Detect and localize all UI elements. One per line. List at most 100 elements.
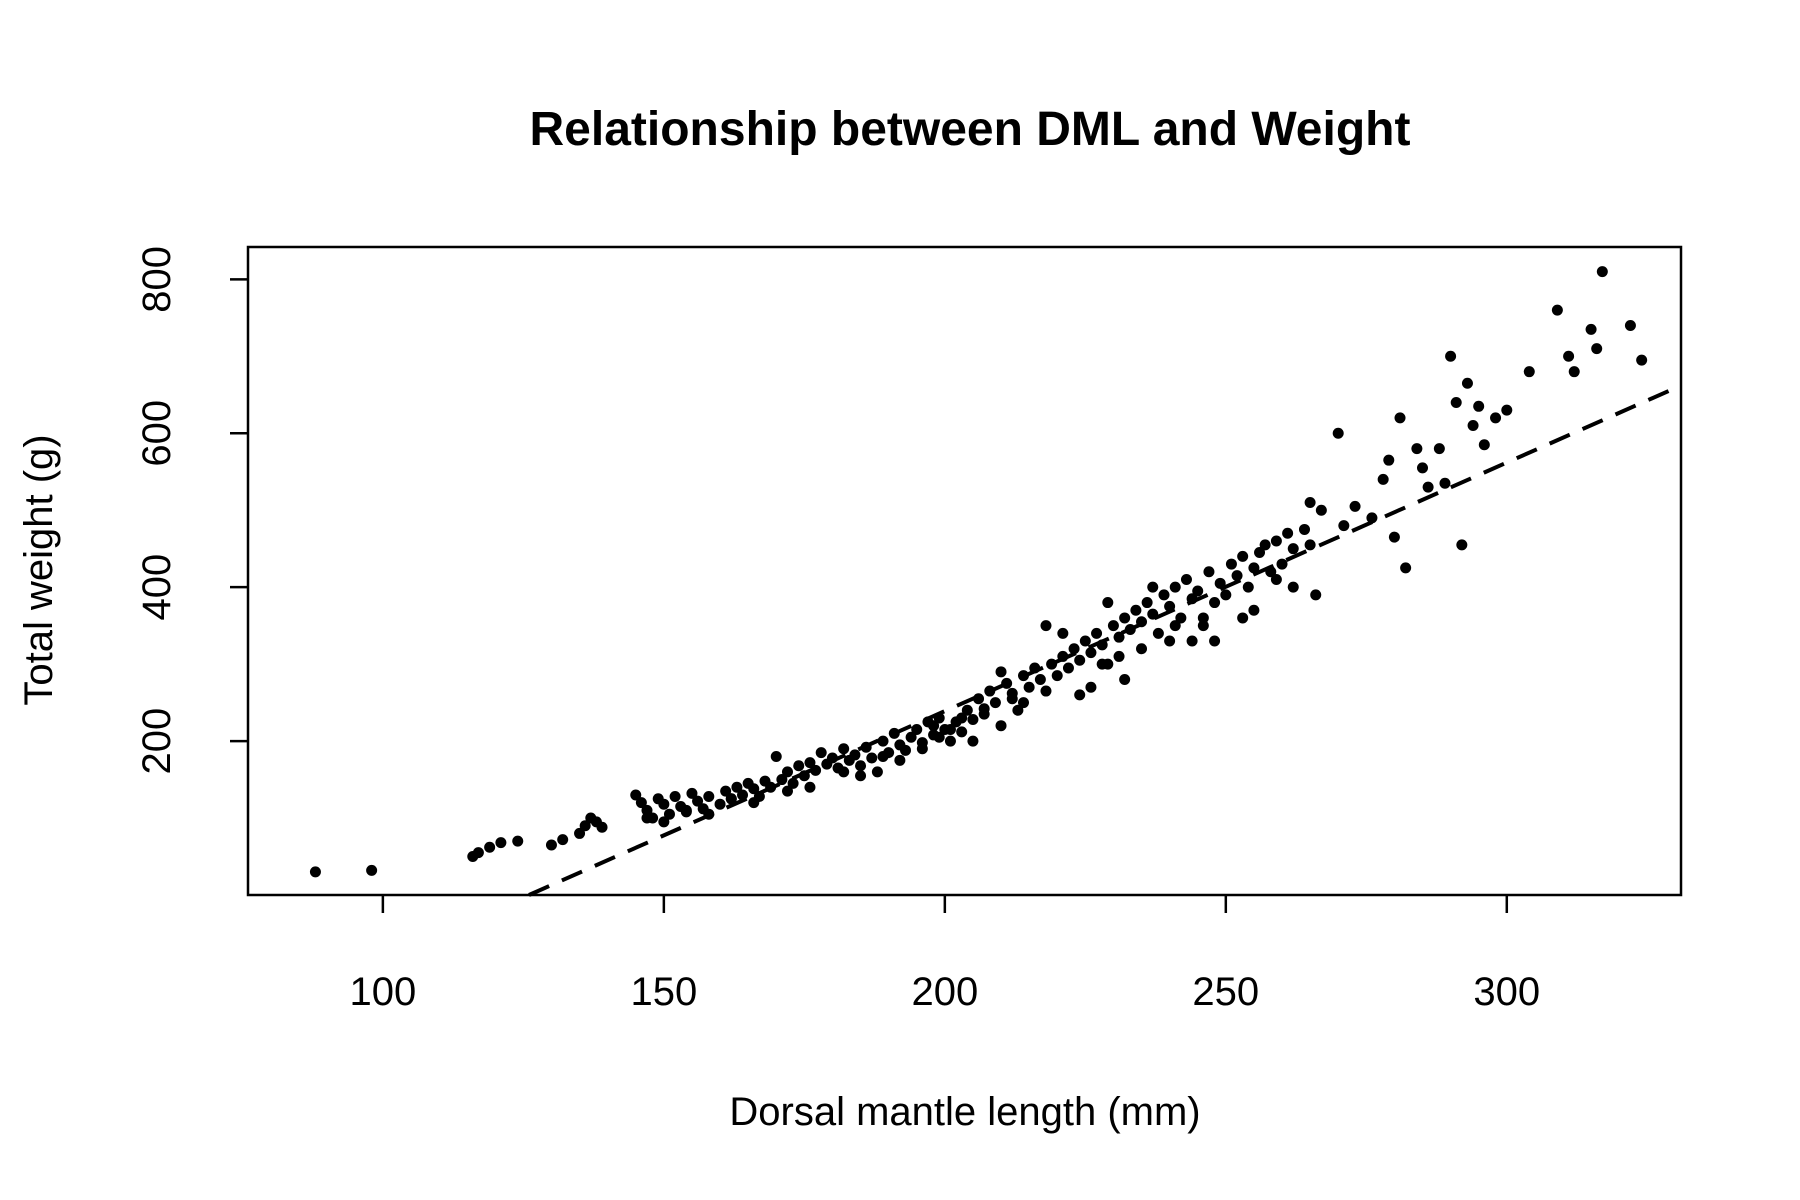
data-point [1265,566,1277,578]
data-point [1130,604,1142,616]
data-point [1349,500,1361,512]
data-point [1270,573,1282,585]
data-point [495,837,507,849]
data-point [1085,647,1097,659]
data-point [1203,566,1215,578]
y-tick-label: 400 [135,554,179,621]
data-point [545,839,557,851]
data-point [1136,643,1148,655]
data-point [1180,573,1192,585]
data-point [692,795,704,807]
data-point [1310,589,1322,601]
data-point [309,866,321,878]
data-point [1186,635,1198,647]
data-point [1338,520,1350,532]
data-point [1057,627,1069,639]
data-point [888,727,900,739]
data-point [1136,616,1148,628]
data-point [703,808,715,820]
data-point [1433,443,1445,455]
data-point [1237,550,1249,562]
data-point [1006,693,1018,705]
data-point [1416,462,1428,474]
x-tick-label: 300 [1473,970,1540,1014]
data-point [787,777,799,789]
data-point [748,783,760,795]
data-point [1394,412,1406,424]
y-axis: 200 400 600 800 [135,246,248,774]
data-point [1029,662,1041,674]
data-point [1124,623,1136,635]
x-axis: 100 150 200 250 300 [349,895,1540,1014]
data-point [1248,604,1260,616]
data-point [720,785,732,797]
data-point [1596,266,1608,278]
data-point [776,774,788,786]
data-point [1147,581,1159,593]
data-point [1096,658,1108,670]
data-point [944,735,956,747]
data-point [484,841,496,853]
data-point [1164,635,1176,647]
data-point [1001,677,1013,689]
data-point [1270,535,1282,547]
data-point [686,787,698,799]
data-point [815,747,827,759]
data-point [1332,427,1344,439]
data-point [1490,412,1502,424]
data-point [1478,439,1490,451]
data-point [1242,581,1254,593]
data-point [669,790,681,802]
data-point [894,754,906,766]
data-point [928,720,940,732]
data-point [1248,562,1260,574]
x-tick-label: 250 [1192,970,1259,1014]
data-point [1175,612,1187,624]
data-point [1107,620,1119,632]
data-point [1186,593,1198,605]
data-point [1231,570,1243,582]
data-point [1585,323,1597,335]
data-point [1551,304,1563,316]
data-point [798,770,810,782]
data-point [1445,350,1457,362]
data-point [1119,612,1131,624]
data-point [1091,627,1103,639]
y-axis-label: Total weight (g) [17,434,61,705]
data-point [1259,539,1271,551]
x-tick-label: 150 [630,970,697,1014]
data-point [984,685,996,697]
data-point [1074,654,1086,666]
data-point [1591,343,1603,355]
data-point [1164,600,1176,612]
data-point [781,785,793,797]
data-point [905,731,917,743]
data-point [1158,589,1170,601]
data-point [1439,477,1451,489]
data-point [1377,473,1389,485]
y-tick-label: 800 [135,246,179,313]
data-point [1113,650,1125,662]
data-point [557,834,569,846]
data-point [1298,523,1310,535]
data-point [877,750,889,762]
data-point [1304,497,1316,509]
data-point [826,752,838,764]
data-point [804,781,816,793]
data-point [1473,400,1485,412]
data-point [1113,631,1125,643]
x-tick-label: 100 [349,970,416,1014]
data-point [781,766,793,778]
data-point [663,808,675,820]
data-point [1287,581,1299,593]
data-point [1018,670,1030,682]
data-point [1169,581,1181,593]
data-point [860,741,872,753]
data-point [956,712,968,724]
data-point [1568,366,1580,378]
data-point [770,750,782,762]
data-point [877,735,889,747]
data-point [630,789,642,801]
data-point [1085,681,1097,693]
